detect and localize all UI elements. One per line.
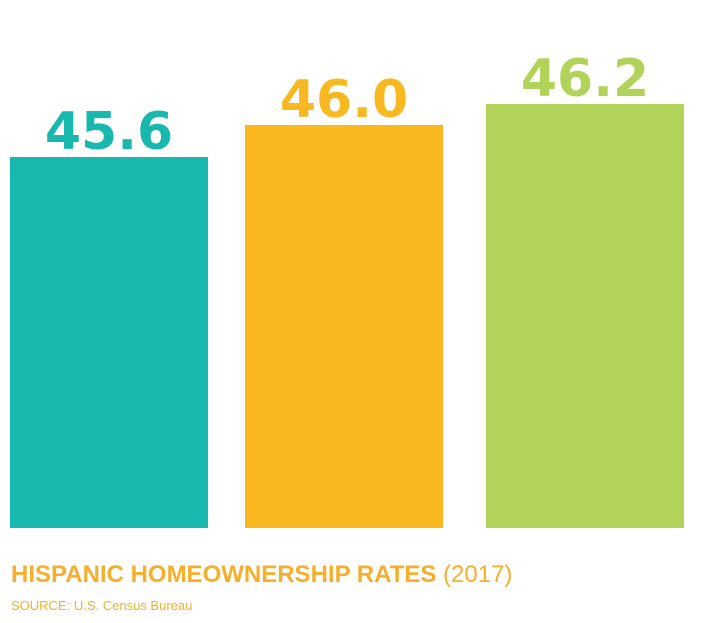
value-label-2015: 45.6 (45, 102, 173, 162)
bar-group-2017: 201746.2 (486, 49, 684, 528)
chart-title-main: HISPANIC HOMEOWNERSHIP RATES (11, 561, 437, 588)
value-label-2017: 46.2 (521, 49, 649, 109)
value-label-2016: 46.0 (280, 70, 408, 130)
bar-group-2015: 201545.6 (10, 102, 208, 528)
chart-source: SOURCE: U.S. Census Bureau (11, 598, 193, 613)
bar-2016 (245, 125, 443, 528)
bar-2017 (486, 104, 684, 528)
bar-group-2016: 201646.0 (245, 70, 443, 528)
chart-title-year: (2017) (443, 561, 513, 588)
bar-2015 (10, 157, 208, 528)
chart-title: HISPANIC HOMEOWNERSHIP RATES (2017) (11, 561, 512, 589)
bar-chart: 201545.6201646.0201746.2 (10, 49, 684, 528)
